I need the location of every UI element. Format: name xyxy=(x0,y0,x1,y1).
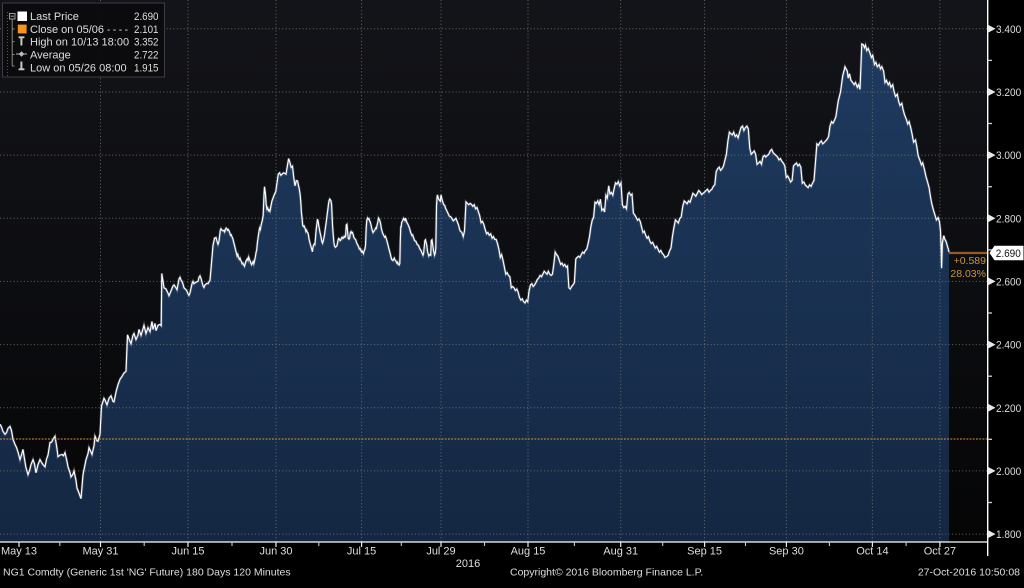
svg-text:Last Price: Last Price xyxy=(30,11,79,23)
svg-text:Jul 29: Jul 29 xyxy=(426,546,455,558)
svg-text:2.722: 2.722 xyxy=(134,50,159,62)
svg-text:2.800: 2.800 xyxy=(996,213,1021,225)
svg-text:Sep 15: Sep 15 xyxy=(687,546,722,558)
svg-text:3.000: 3.000 xyxy=(996,150,1021,162)
svg-text:3.352: 3.352 xyxy=(134,37,159,49)
svg-text:3.400: 3.400 xyxy=(996,24,1021,36)
svg-text:2.690: 2.690 xyxy=(134,11,159,23)
svg-text:2.400: 2.400 xyxy=(996,340,1021,352)
svg-text:27-Oct-2016 10:50:08: 27-Oct-2016 10:50:08 xyxy=(918,567,1020,579)
svg-text:2.600: 2.600 xyxy=(996,276,1021,288)
svg-text:2.690: 2.690 xyxy=(996,248,1021,260)
svg-text:Oct 27: Oct 27 xyxy=(924,546,956,558)
svg-text:+0.589: +0.589 xyxy=(954,255,987,267)
svg-text:Aug 31: Aug 31 xyxy=(603,546,638,558)
svg-text:Average: Average xyxy=(30,50,71,62)
svg-text:3.200: 3.200 xyxy=(996,87,1021,99)
svg-text:Jun 15: Jun 15 xyxy=(171,546,204,558)
svg-text:Close on 05/06: Close on 05/06 xyxy=(30,24,104,36)
svg-text:Aug 15: Aug 15 xyxy=(511,546,546,558)
svg-text:May 31: May 31 xyxy=(82,546,118,558)
svg-text:NG1 Comdty (Generic 1st 'NG' F: NG1 Comdty (Generic 1st 'NG' Future) 180… xyxy=(3,567,291,579)
svg-text:2016: 2016 xyxy=(456,558,480,570)
svg-text:Jul 15: Jul 15 xyxy=(347,546,376,558)
svg-text:Jun 30: Jun 30 xyxy=(259,546,292,558)
svg-text:1.915: 1.915 xyxy=(134,62,159,74)
svg-text:Oct 14: Oct 14 xyxy=(856,546,888,558)
svg-text:28.03%: 28.03% xyxy=(950,268,986,280)
svg-text:Low on 05/26 08:00: Low on 05/26 08:00 xyxy=(30,62,127,74)
svg-text:Sep 30: Sep 30 xyxy=(769,546,804,558)
svg-text:2.000: 2.000 xyxy=(996,466,1021,478)
svg-text:High on 10/13 18:00: High on 10/13 18:00 xyxy=(30,37,129,49)
svg-text:- - - -: - - - - xyxy=(107,24,128,36)
svg-text:1.800: 1.800 xyxy=(996,529,1021,541)
svg-text:2.101: 2.101 xyxy=(134,24,159,36)
svg-text:May 13: May 13 xyxy=(1,546,37,558)
svg-text:Copyright© 2016 Bloomberg Fina: Copyright© 2016 Bloomberg Finance L.P. xyxy=(510,567,703,579)
svg-text:2.200: 2.200 xyxy=(996,403,1021,415)
